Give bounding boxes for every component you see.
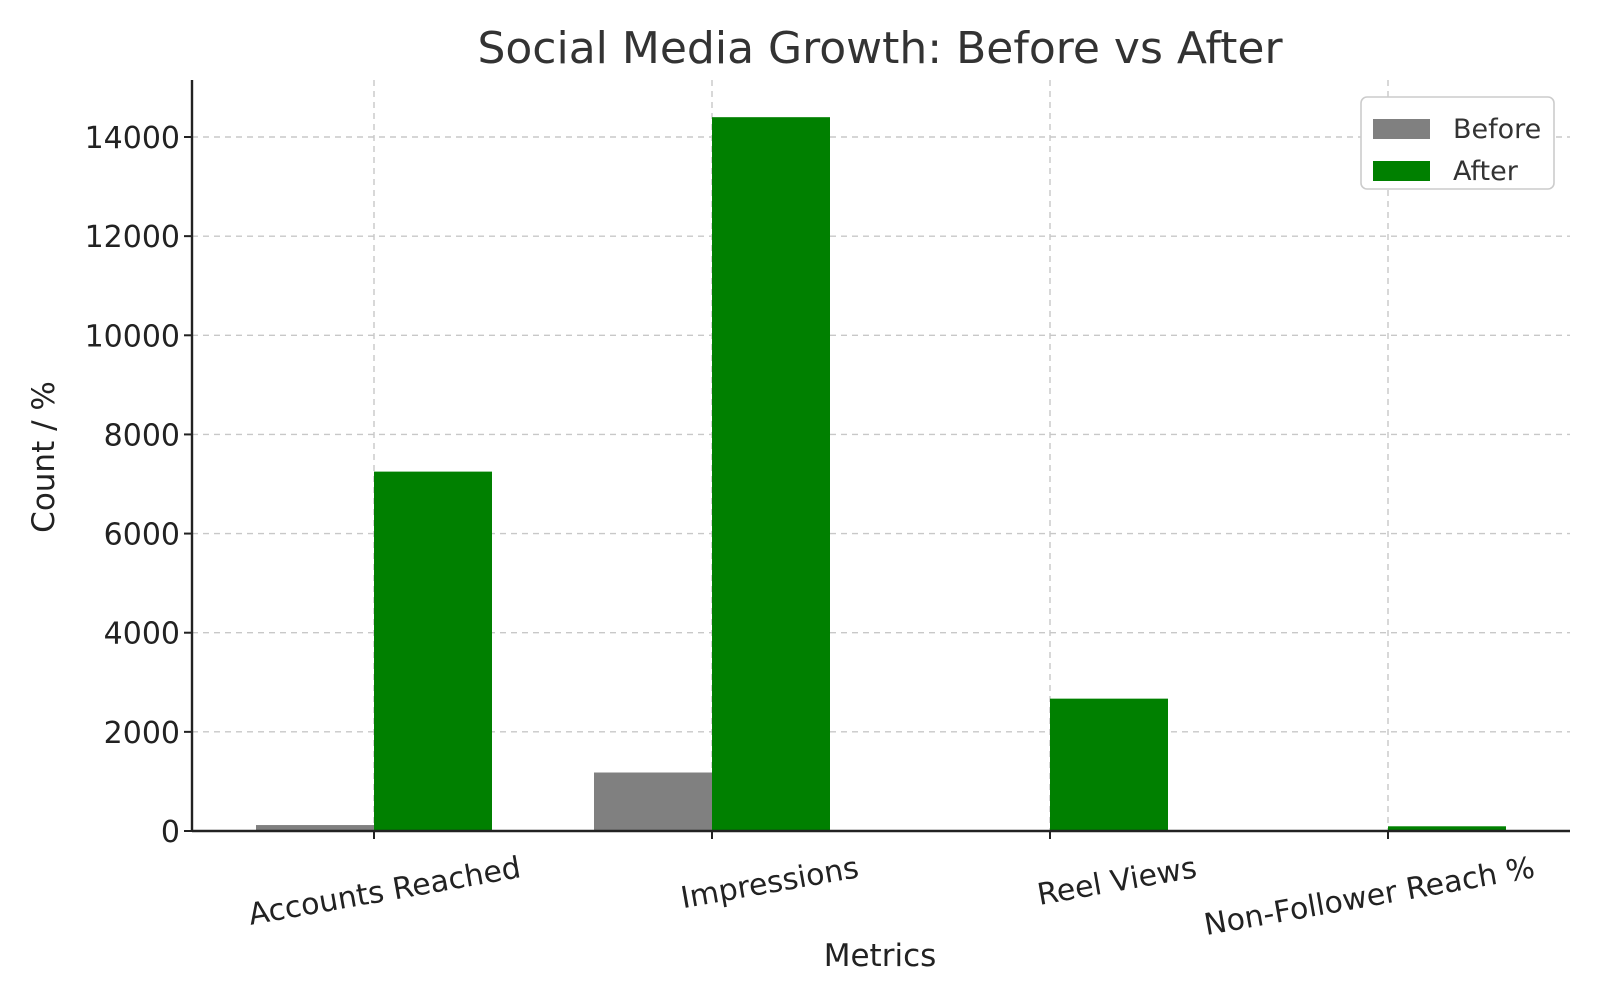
bar-before-impressions	[594, 772, 712, 831]
y-tick-label: 8000	[104, 418, 180, 453]
x-tick-label: Reel Views	[1035, 850, 1200, 912]
legend-label-after: After	[1453, 156, 1519, 187]
bars	[256, 117, 1506, 831]
y-axis-ticks: 0 2000 4000 6000 8000 10000 12000 14000	[85, 121, 192, 850]
y-tick-label: 0	[161, 815, 180, 850]
x-tick-label: Non-Follower Reach %	[1201, 850, 1537, 943]
chart-title: Social Media Growth: Before vs After	[477, 23, 1283, 74]
x-tick-label: Impressions	[678, 850, 861, 916]
x-axis-ticks: Accounts Reached Impressions Reel Views Non…	[246, 831, 1537, 943]
x-tick-label: Accounts Reached	[246, 850, 524, 932]
legend-swatch-before	[1373, 119, 1430, 139]
bar-after-reel-views	[1050, 698, 1168, 831]
bar-after-impressions	[712, 117, 830, 831]
y-tick-label: 14000	[85, 121, 180, 156]
y-tick-label: 4000	[104, 617, 180, 652]
y-tick-label: 10000	[85, 319, 180, 354]
y-axis-label: Count / %	[26, 381, 62, 533]
legend-swatch-after	[1373, 161, 1430, 181]
x-axis-label: Metrics	[824, 938, 937, 974]
axes	[190, 80, 1570, 833]
bar-after-non-follower-reach	[1388, 826, 1506, 831]
bar-after-accounts-reached	[374, 471, 492, 831]
y-tick-label: 6000	[104, 518, 180, 553]
y-tick-label: 12000	[85, 220, 180, 255]
y-tick-label: 2000	[104, 716, 180, 751]
legend: Before After	[1360, 96, 1555, 190]
legend-label-before: Before	[1453, 114, 1541, 145]
bar-before-accounts-reached	[256, 825, 374, 831]
